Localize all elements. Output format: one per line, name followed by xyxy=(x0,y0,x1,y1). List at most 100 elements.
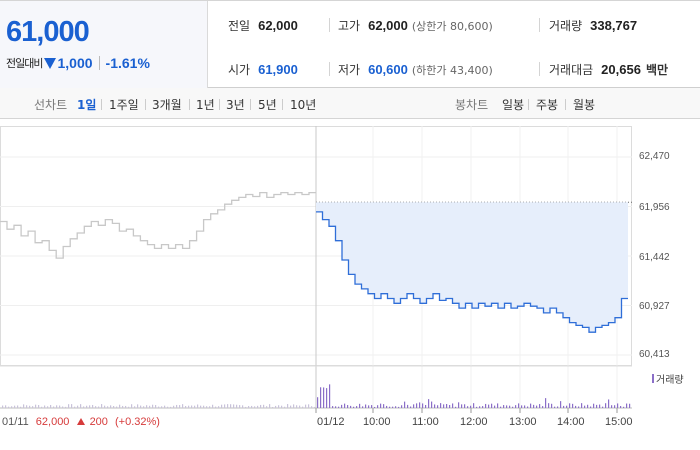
divider xyxy=(219,99,220,110)
volume-bar xyxy=(620,406,622,408)
volume-bar xyxy=(173,405,175,408)
volume-bar xyxy=(383,404,385,408)
candle-monthly-tab[interactable]: 월봉 xyxy=(573,98,596,112)
volume-bar xyxy=(332,406,334,408)
volume-bar xyxy=(131,404,133,408)
volume-bar xyxy=(368,405,370,408)
down-arrow-icon xyxy=(44,57,57,69)
volume-bar xyxy=(539,404,541,408)
period-1y-tab[interactable]: 1년 xyxy=(196,98,215,112)
volume-bar xyxy=(608,399,610,408)
volume-value: 338,767 xyxy=(590,18,638,33)
divider xyxy=(528,99,529,110)
x-tick-label: 13:00 xyxy=(509,416,537,428)
open-cell: 시가 61,900 xyxy=(228,61,298,78)
volume-bar xyxy=(449,404,451,408)
volume-bar xyxy=(554,406,556,408)
volume-bar xyxy=(95,406,97,408)
volume-bar xyxy=(341,404,343,408)
volume-bar xyxy=(491,403,493,408)
volume-bar xyxy=(626,403,628,408)
volume-bar xyxy=(398,406,400,408)
volume-bar xyxy=(461,404,463,408)
volume-bar xyxy=(260,404,262,408)
volume-bar xyxy=(155,405,157,408)
volume-bar xyxy=(17,405,19,408)
amount-value: 20,656 xyxy=(601,62,641,77)
divider xyxy=(329,62,330,76)
volume-bar xyxy=(497,403,499,408)
prev-day-line xyxy=(0,191,316,259)
period-1w-tab[interactable]: 1주일 xyxy=(109,98,139,112)
volume-bar xyxy=(389,406,391,408)
candle-chart-label: 봉차트 xyxy=(455,98,489,112)
volume-bar xyxy=(575,405,577,408)
volume-bar xyxy=(269,404,271,408)
volume-bar xyxy=(263,404,265,408)
period-3m-tab[interactable]: 3개월 xyxy=(152,98,182,112)
y-tick-label: 61,956 xyxy=(639,202,670,213)
period-10y-tab[interactable]: 10년 xyxy=(290,98,317,112)
volume-legend-label: 거래량 xyxy=(656,375,684,386)
current-price-box: 61,000 전일대비 1,000 -1.61% xyxy=(0,1,208,88)
volume-bar xyxy=(119,404,121,408)
volume-bar xyxy=(68,404,70,408)
y-tick-label: 60,927 xyxy=(639,301,670,312)
volume-bar xyxy=(266,406,268,408)
volume-bar xyxy=(386,405,388,408)
volume-bar xyxy=(359,403,361,408)
volume-bar xyxy=(482,406,484,408)
volume-bar xyxy=(473,403,475,408)
divider xyxy=(145,99,146,110)
volume-bar xyxy=(89,405,91,408)
quote-panel: 61,000 전일대비 1,000 -1.61% 전일 62,000 고가 62… xyxy=(0,0,700,88)
volume-bar xyxy=(161,406,163,408)
volume-bar xyxy=(419,402,421,408)
candle-weekly-tab[interactable]: 주봉 xyxy=(536,98,559,112)
today-line xyxy=(316,211,628,333)
period-5y-tab[interactable]: 5년 xyxy=(258,98,277,112)
volume-bar xyxy=(278,405,280,408)
volume-bar xyxy=(464,404,466,408)
volume-bar xyxy=(458,402,460,408)
volume-bar xyxy=(527,406,529,408)
prev-day-close: 62,000 xyxy=(35,416,70,428)
x-tick-label: 14:00 xyxy=(557,416,585,428)
volume-bar xyxy=(236,404,238,408)
volume-bar xyxy=(47,406,49,408)
volume-bar xyxy=(425,405,427,408)
volume-bar xyxy=(305,404,307,408)
volume-bar xyxy=(203,405,205,408)
prev-day-change-pct: (+0.32%) xyxy=(114,416,160,428)
volume-bar xyxy=(32,406,34,408)
volume-bar xyxy=(416,403,418,408)
volume-bar xyxy=(239,405,241,408)
volume-bar xyxy=(296,405,298,408)
volume-bar xyxy=(431,401,433,408)
volume-bar xyxy=(170,406,172,408)
divider xyxy=(539,18,540,32)
volume-bar xyxy=(509,405,511,408)
candle-daily-tab[interactable]: 일봉 xyxy=(502,98,525,112)
volume-bar xyxy=(272,406,274,408)
volume-bar xyxy=(167,406,169,408)
volume-bar xyxy=(380,403,382,408)
amount-cell: 거래대금 20,656 백만 xyxy=(549,61,668,78)
volume-bar xyxy=(5,405,7,408)
volume-bar xyxy=(200,405,202,408)
volume-bar xyxy=(74,406,76,408)
period-1d-tab[interactable]: 1일 xyxy=(77,98,97,112)
volume-bar xyxy=(287,404,289,408)
volume-bar xyxy=(629,403,631,408)
period-3y-tab[interactable]: 3년 xyxy=(226,98,245,112)
volume-bar xyxy=(590,406,592,408)
divider xyxy=(189,99,190,110)
prev-day-date: 01/11 xyxy=(2,416,29,428)
volume-bar xyxy=(62,406,64,408)
volume-bar xyxy=(281,405,283,408)
low-value: 60,600 xyxy=(368,62,408,77)
volume-bar xyxy=(302,406,304,408)
volume-bar xyxy=(437,405,439,408)
volume-bar xyxy=(488,404,490,408)
volume-bar xyxy=(290,405,292,408)
